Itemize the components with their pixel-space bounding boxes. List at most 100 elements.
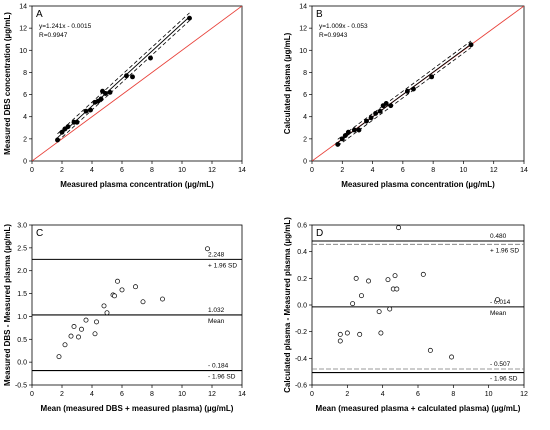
y-tick-label: 10 <box>299 48 307 55</box>
data-point <box>107 89 113 95</box>
reference-line-label: - 1.96 SD <box>490 376 518 383</box>
reference-line-value: - 0.507 <box>490 361 511 368</box>
x-axis-label: Measured plasma concentration (µg/mL) <box>341 180 495 189</box>
data-point <box>356 127 362 133</box>
y-tick-label: 8 <box>23 70 27 77</box>
data-point <box>468 42 474 48</box>
y-tick-label: 10 <box>19 48 27 55</box>
data-point <box>411 86 416 92</box>
x-tick-label: 0 <box>30 167 34 174</box>
data-point <box>101 303 107 309</box>
regression-line <box>57 16 190 138</box>
x-axis-label: Mean (measured plasma + calculated plasm… <box>316 404 521 413</box>
y-tick-label: 4 <box>23 114 27 121</box>
data-point <box>388 103 394 109</box>
y-tick-label: 12 <box>299 26 307 33</box>
plot-frame <box>31 5 243 162</box>
y-tick-label: -0.4 <box>295 356 307 363</box>
x-tick-label: 2 <box>60 391 64 398</box>
data-point <box>383 100 389 106</box>
data-point <box>345 129 351 135</box>
data-point <box>495 297 500 303</box>
data-point <box>112 293 117 299</box>
chart-panel-a: 0 2 4 6 8 10 12 14 0 2 4 6 8 10 12 14 Measured plasma co… <box>3 4 246 190</box>
data-point <box>335 141 341 147</box>
data-point <box>420 271 426 277</box>
data-point <box>130 74 135 80</box>
chart-panel-c: 0 2 4 6 8 10 12 14 -0.5 0.0 0.5 1.0 1.5 2.0 2.5 3.0 Mean… <box>3 223 246 414</box>
x-tick-label: 0 <box>310 391 314 398</box>
data-point <box>68 333 74 339</box>
y-tick-label: 0 <box>303 159 307 166</box>
data-point <box>71 324 77 329</box>
data-point <box>55 137 60 143</box>
y-tick-label: 0.0 <box>297 303 307 310</box>
y-tick-label: -0.6 <box>295 383 307 390</box>
data-point <box>98 96 104 102</box>
reference-line-value: 2.248 <box>208 251 225 258</box>
data-point <box>104 310 110 316</box>
data-point <box>160 296 165 302</box>
plot-lines <box>32 258 242 372</box>
reference-line-value: - 0.014 <box>490 299 511 306</box>
x-tick-label: 4 <box>90 167 94 174</box>
data-point <box>187 15 192 21</box>
data-point <box>148 55 153 61</box>
data-point <box>344 330 350 336</box>
data-point <box>140 299 146 305</box>
data-point <box>76 334 81 340</box>
y-tick-label: 0.4 <box>297 249 307 256</box>
x-tick-label: 10 <box>178 167 186 174</box>
panel-letter: B <box>316 9 323 20</box>
x-tick-label: 8 <box>451 391 455 398</box>
y-tick-label: 0.5 <box>17 337 27 344</box>
regression-line <box>337 43 472 143</box>
data-point <box>342 133 348 138</box>
y-tick-label: 2 <box>303 136 307 143</box>
chart-panel-b: 0 2 4 6 8 10 12 14 0 2 4 6 8 10 12 14 Measured plasma co… <box>283 4 528 190</box>
plot-lines <box>32 6 242 161</box>
x-tick-label: 8 <box>150 167 154 174</box>
x-axis-label: Mean (measured DBS + measured plasma) (µ… <box>41 404 234 413</box>
y-tick-label: 2.0 <box>17 268 27 275</box>
data-point <box>427 347 433 353</box>
x-tick-label: 14 <box>238 167 246 174</box>
panel-letter: A <box>36 9 43 20</box>
x-tick-label: 4 <box>371 167 375 174</box>
x-tick-label: 4 <box>90 391 94 398</box>
data-point <box>133 284 138 290</box>
y-axis-label: Measured DBS concentration (µg/mL) <box>3 12 12 155</box>
reference-line-value: 1.032 <box>208 307 225 314</box>
y-tick-label: 8 <box>303 70 307 77</box>
panel-letter: C <box>36 228 43 239</box>
x-tick-label: 6 <box>120 167 124 174</box>
data-point <box>74 119 80 125</box>
x-tick-label: 10 <box>460 167 468 174</box>
data-point <box>368 115 374 121</box>
x-tick-label: 0 <box>30 391 34 398</box>
reference-line-label: + 1.96 SD <box>208 262 237 269</box>
data-point <box>350 301 356 307</box>
data-point <box>449 354 455 360</box>
confidence-band-line <box>57 20 190 142</box>
plot-lines <box>312 240 524 374</box>
data-point <box>119 287 125 293</box>
data-point <box>378 330 384 336</box>
x-tick-label: 8 <box>150 391 154 398</box>
data-point <box>59 129 65 135</box>
data-point <box>359 293 364 299</box>
x-tick-label: 4 <box>381 391 385 398</box>
x-tick-label: 6 <box>401 167 405 174</box>
reference-line-label: - 1.96 SD <box>208 374 236 381</box>
regression-annotation: R=0.9943 <box>319 32 348 39</box>
data-point <box>392 273 398 279</box>
x-tick-label: 8 <box>431 167 435 174</box>
y-tick-label: 1.0 <box>17 314 27 321</box>
data-point <box>62 342 68 348</box>
data-point <box>337 338 343 344</box>
regression-annotation: y=1.241x - 0.0015 <box>39 23 92 30</box>
y-tick-label: 12 <box>19 26 27 33</box>
data-point <box>65 124 71 130</box>
x-axis-label: Measured plasma concentration (µg/mL) <box>60 180 214 189</box>
